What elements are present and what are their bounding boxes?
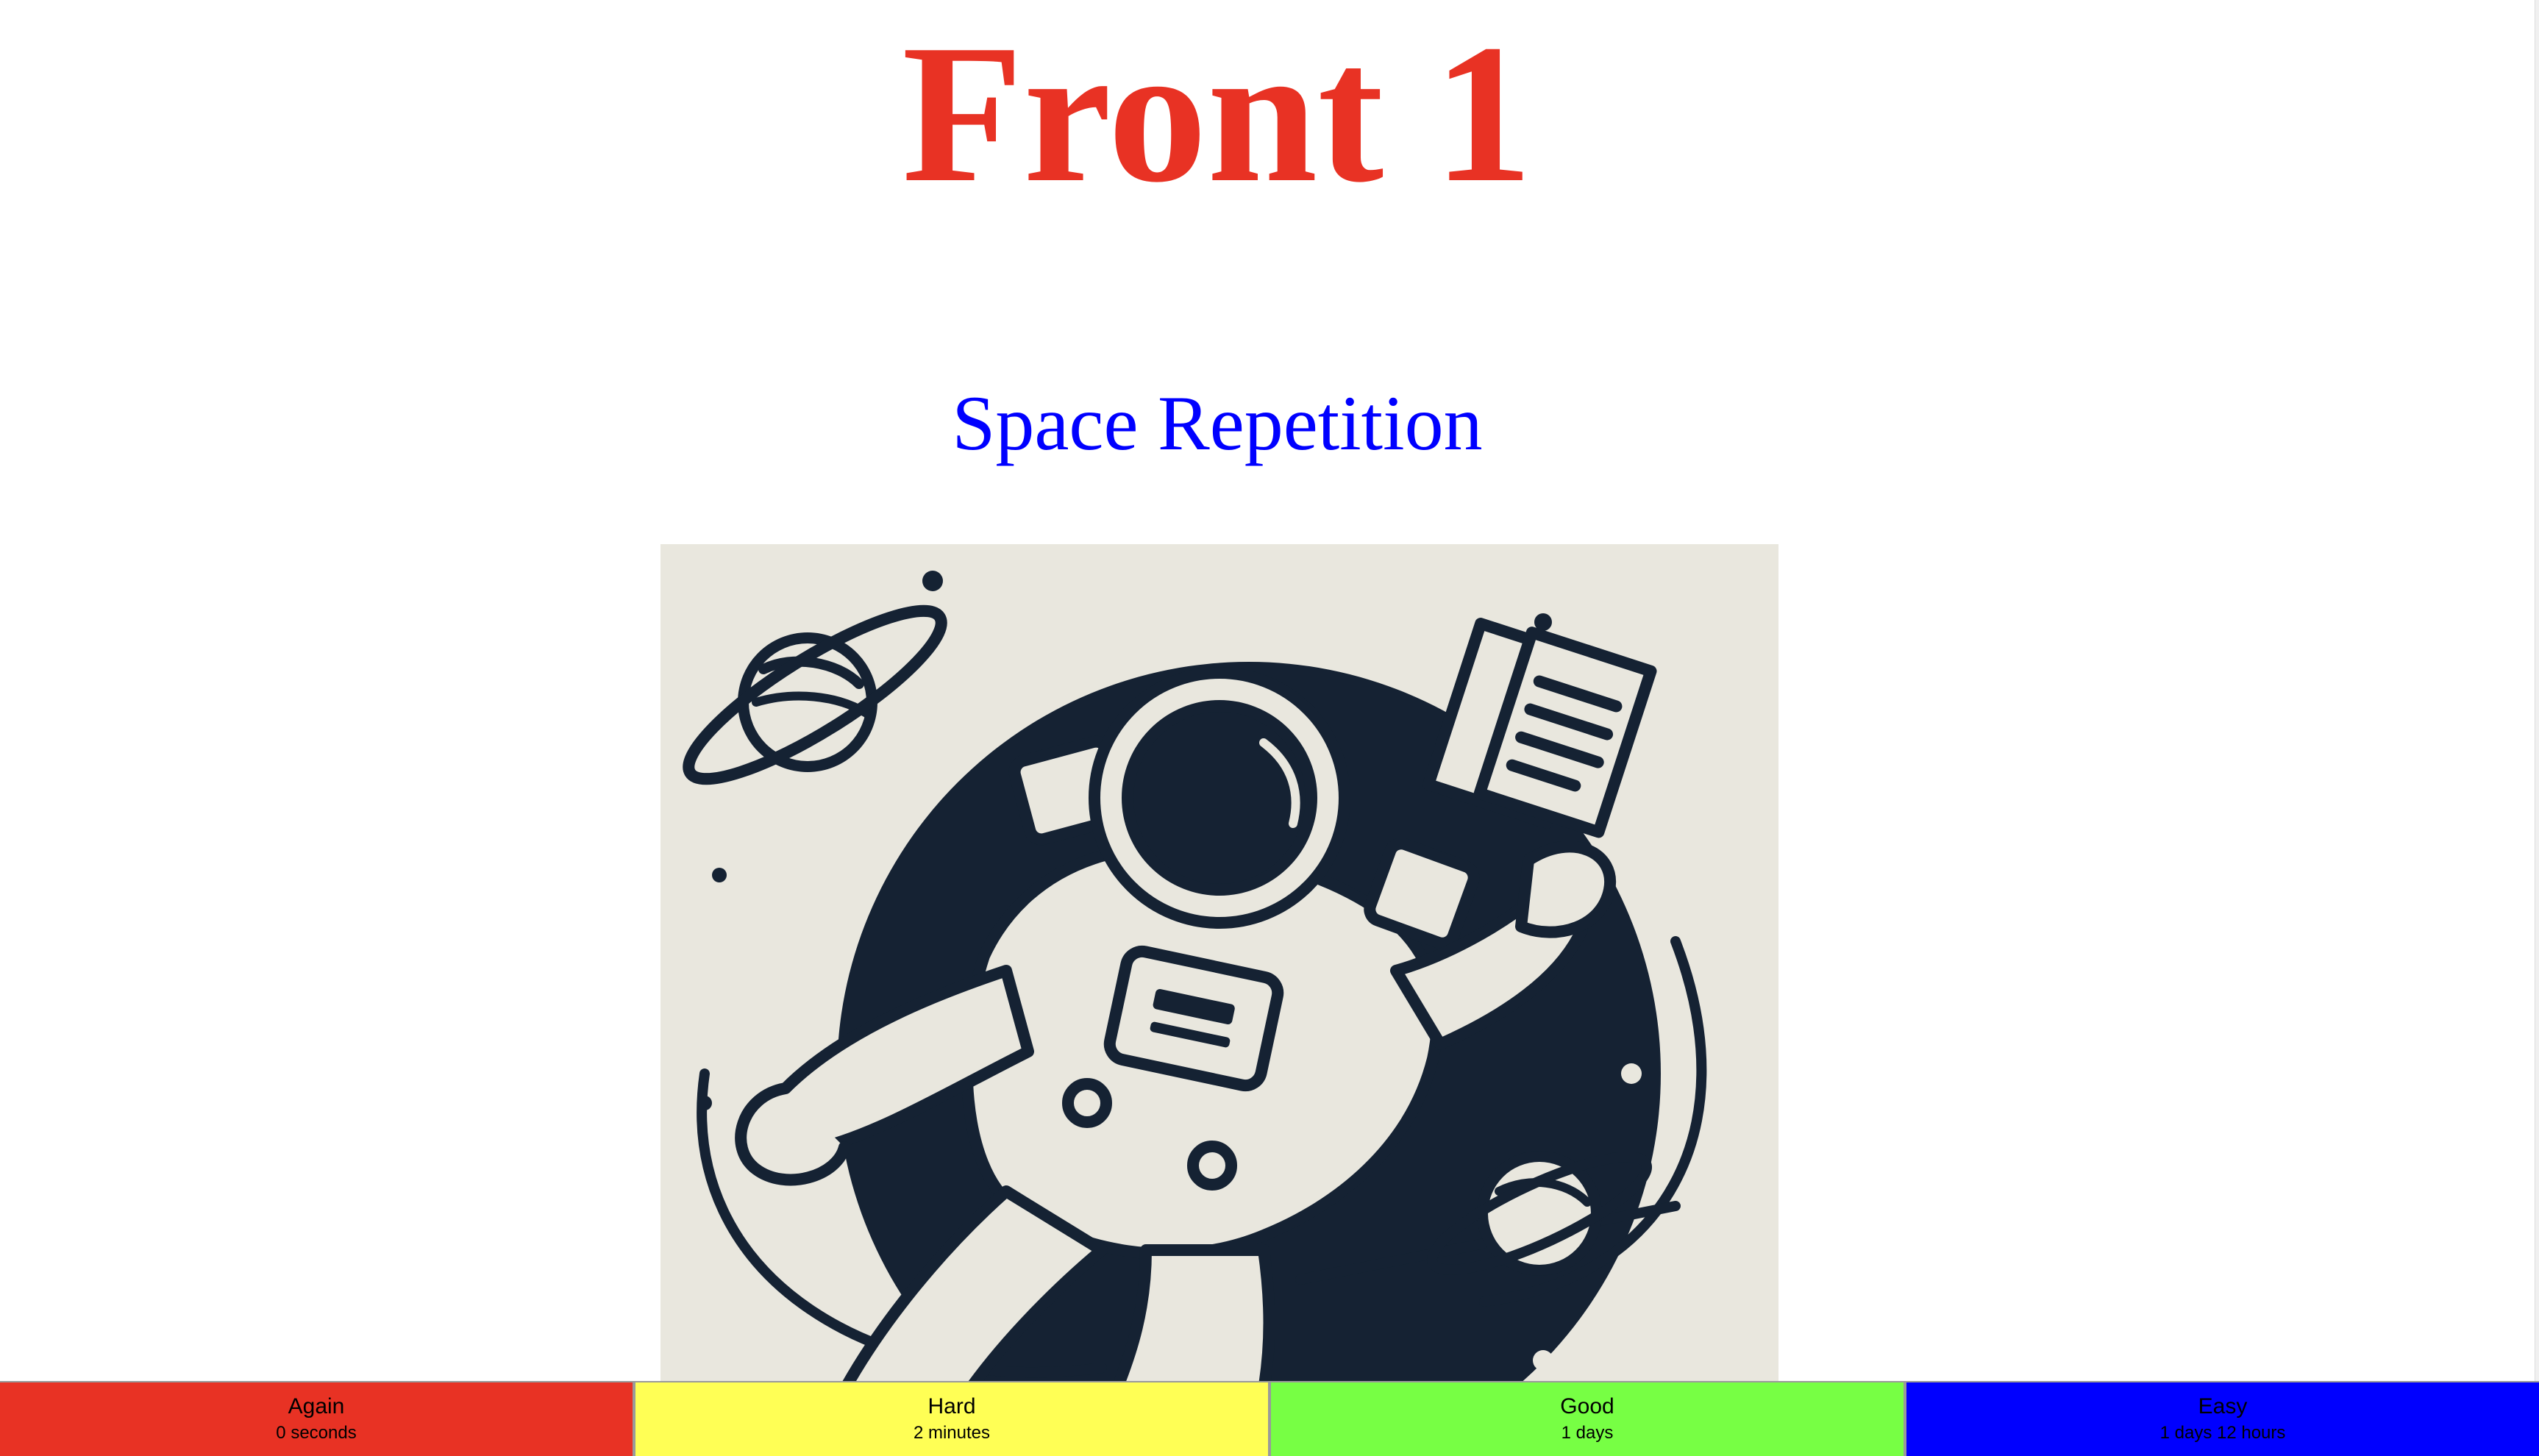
easy-label: Easy — [2198, 1394, 2248, 1419]
hard-button[interactable]: Hard 2 minutes — [635, 1382, 1268, 1456]
card-front-title: Front 1 — [902, 4, 1533, 224]
again-button[interactable]: Again 0 seconds — [0, 1382, 633, 1456]
hard-interval: 2 minutes — [913, 1422, 991, 1443]
astronaut-illustration — [660, 544, 1778, 1382]
easy-interval: 1 days 12 hours — [2159, 1422, 2286, 1443]
again-interval: 0 seconds — [276, 1422, 357, 1443]
easy-button[interactable]: Easy 1 days 12 hours — [1906, 1382, 2539, 1456]
subtitle-row: Space Repetition — [0, 377, 2435, 470]
hard-label: Hard — [927, 1394, 976, 1419]
answer-buttons-bar: Again 0 seconds Hard 2 minutes Good 1 da… — [0, 1381, 2539, 1456]
good-label: Good — [1560, 1394, 1614, 1419]
good-interval: 1 days — [1561, 1422, 1614, 1443]
astronaut-icon — [660, 544, 1778, 1382]
subtitle-link[interactable]: Space Repetition — [952, 380, 1483, 466]
again-label: Again — [288, 1394, 345, 1419]
page-right-edge — [2535, 0, 2539, 1456]
good-button[interactable]: Good 1 days — [1271, 1382, 1904, 1456]
